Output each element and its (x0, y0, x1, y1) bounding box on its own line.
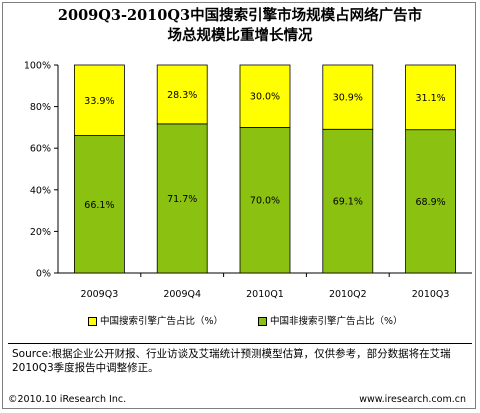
chart-title: 2009Q3-2010Q3中国搜索引擎市场规模占网络广告市 场总规模比重增长情况 (0, 6, 480, 46)
chart-title-line-2: 场总规模比重增长情况 (167, 27, 313, 44)
bar-segment (239, 64, 291, 128)
data-label: 33.9% (84, 96, 114, 107)
data-label: 71.7% (167, 194, 197, 205)
x-tick-label: 2009Q3 (81, 289, 119, 300)
y-tick-label: 80% (30, 102, 51, 113)
data-label: 30.9% (333, 93, 363, 104)
y-tick-label: 0% (36, 269, 51, 280)
x-tick-label: 2009Q4 (163, 289, 201, 300)
data-label: 66.1% (84, 200, 114, 211)
data-label: 31.1% (416, 93, 446, 104)
y-tick-label: 100% (24, 61, 51, 72)
legend-label-non-search: 中国非搜索引擎广告占比（%） (270, 316, 403, 327)
bar-segment (239, 127, 291, 274)
legend-swatch-search (88, 317, 97, 326)
legend-item-search: 中国搜索引擎广告占比（%） (88, 313, 223, 327)
website-text: www.iresearch.com.cn (359, 394, 466, 405)
data-label: 69.1% (333, 197, 363, 208)
y-tick-label: 60% (30, 144, 51, 155)
copyright-text: ©2010.10 iResearch Inc. (8, 394, 127, 405)
y-tick-label: 20% (30, 227, 51, 238)
bar-segment (322, 64, 374, 130)
legend-swatch-non-search (258, 317, 267, 326)
data-label: 30.0% (250, 92, 280, 103)
chart-legend: 中国搜索引擎广告占比（%） 中国非搜索引擎广告占比（%） (70, 309, 450, 331)
bar-segment (74, 64, 125, 136)
chart-title-line-1: 2009Q3-2010Q3中国搜索引擎市场规模占网络广告市 (57, 7, 423, 24)
bar-segment (156, 123, 208, 274)
bar-segment (405, 64, 457, 131)
bar-segment (156, 64, 208, 125)
y-tick-label: 40% (30, 185, 51, 196)
legend-label-search: 中国搜索引擎广告占比（%） (100, 316, 224, 327)
stacked-bar-chart: 0% 20% 40% 60% 80% 100% 66.1% 33.9% 2009Q3 71.7% 2… (24, 61, 472, 300)
data-label: 70.0% (250, 196, 280, 207)
data-label: 68.9% (416, 197, 446, 208)
x-tick-label: 2010Q3 (412, 289, 450, 300)
x-tick-label: 2010Q2 (329, 289, 367, 300)
source-note: Source:根据企业公开财报、行业访谈及艾瑞统计预测模型估算，仅供参考，部分数… (12, 348, 451, 374)
legend-item-non-search: 中国非搜索引擎广告占比（%） (258, 313, 403, 327)
x-tick-label: 2010Q1 (246, 289, 284, 300)
source-divider (8, 343, 472, 344)
bar-segment (74, 135, 125, 274)
data-label: 28.3% (167, 90, 197, 101)
